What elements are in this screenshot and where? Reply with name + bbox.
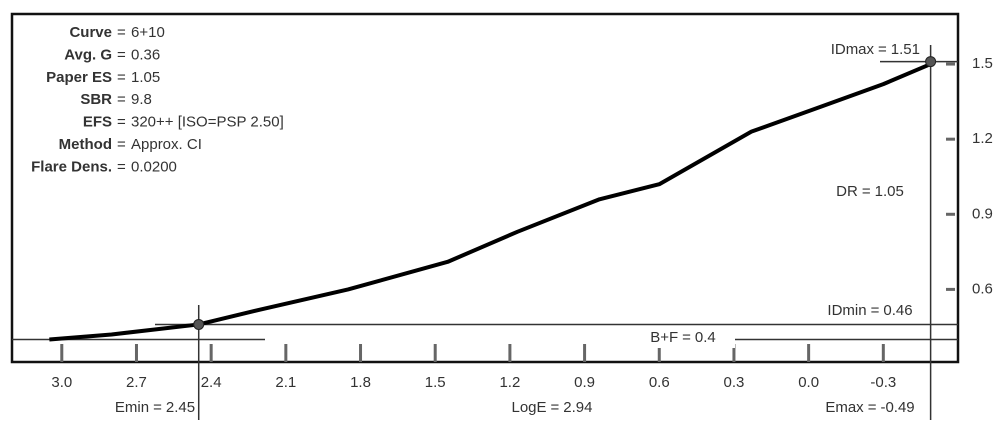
annotation: IDmin = 0.46 bbox=[827, 302, 912, 319]
plot-frame bbox=[10, 12, 960, 364]
stat-value: 320++ [ISO=PSP 2.50] bbox=[131, 114, 284, 131]
x-tick-label: 0.3 bbox=[724, 374, 745, 391]
separator: = bbox=[682, 329, 691, 346]
annotation-value: 2.45 bbox=[166, 399, 195, 416]
annotation-label: DR bbox=[836, 183, 858, 200]
x-tick-label: 1.2 bbox=[499, 374, 520, 391]
stat-value: 6+10 bbox=[131, 24, 165, 41]
annotation-label: Emin bbox=[115, 399, 149, 416]
stat-value: 1.05 bbox=[131, 69, 160, 86]
x-tick-label: 2.4 bbox=[201, 374, 222, 391]
x-tick-label: 0.9 bbox=[574, 374, 595, 391]
annotation-label: LogE bbox=[511, 399, 546, 416]
stat-label: Flare Dens. bbox=[31, 158, 112, 175]
separator: = bbox=[551, 399, 560, 416]
separator: = bbox=[117, 91, 126, 108]
separator: = bbox=[862, 183, 871, 200]
separator: = bbox=[117, 69, 126, 86]
annotation: DR = 1.05 bbox=[836, 183, 904, 200]
stat-value: 0.0200 bbox=[131, 158, 177, 175]
marker bbox=[193, 318, 205, 330]
x-tick-label: 1.5 bbox=[425, 374, 446, 391]
annotation-value: 1.51 bbox=[891, 41, 920, 58]
x-tick-label: 0.6 bbox=[649, 374, 670, 391]
stat-label: Method bbox=[59, 136, 112, 153]
y-tick-label: 1.5 bbox=[972, 55, 993, 72]
separator: = bbox=[117, 24, 126, 41]
annotation-label: Emax bbox=[825, 399, 864, 416]
separator: = bbox=[117, 46, 126, 63]
stat-value: Approx. CI bbox=[131, 136, 202, 153]
stat-label: SBR bbox=[80, 91, 112, 108]
separator: = bbox=[117, 114, 126, 131]
annotation-label: IDmin bbox=[827, 302, 866, 319]
annotation: IDmax = 1.51 bbox=[831, 41, 920, 58]
stat-label: EFS bbox=[83, 114, 112, 131]
annotation-label: IDmax bbox=[831, 41, 875, 58]
separator: = bbox=[153, 399, 162, 416]
stat-value: 0.36 bbox=[131, 46, 160, 63]
separator: = bbox=[117, 136, 126, 153]
label-bg bbox=[630, 328, 735, 348]
annotation-value: 2.94 bbox=[563, 399, 592, 416]
x-tick-label: 0.0 bbox=[798, 374, 819, 391]
stat-label: Curve bbox=[69, 24, 112, 41]
annotation: Emax = -0.49 bbox=[825, 399, 914, 416]
annotation: Emin = 2.45 bbox=[115, 399, 195, 416]
stat-label: Paper ES bbox=[46, 69, 112, 86]
stat-value: 9.8 bbox=[131, 91, 152, 108]
stat-label: Avg. G bbox=[64, 46, 112, 63]
annotation-value: 0.46 bbox=[883, 302, 912, 319]
y-tick-label: 1.2 bbox=[972, 130, 993, 147]
separator: = bbox=[878, 41, 887, 58]
x-tick-label: 2.7 bbox=[126, 374, 147, 391]
y-tick-label: 0.9 bbox=[972, 205, 993, 222]
y-tick-label: 0.6 bbox=[972, 280, 993, 297]
marker bbox=[925, 56, 937, 68]
separator: = bbox=[117, 158, 126, 175]
annotation: B+F = 0.4 bbox=[650, 329, 716, 346]
annotation-value: -0.49 bbox=[880, 399, 914, 416]
annotation-value: 1.05 bbox=[875, 183, 904, 200]
annotation-label: B+F bbox=[650, 329, 678, 346]
annotation-value: 0.4 bbox=[695, 329, 716, 346]
x-tick-label: 1.8 bbox=[350, 374, 371, 391]
x-tick-label: 2.1 bbox=[275, 374, 296, 391]
x-tick-label: -0.3 bbox=[870, 374, 896, 391]
annotation: LogE = 2.94 bbox=[511, 399, 592, 416]
separator: = bbox=[871, 302, 880, 319]
x-tick-label: 3.0 bbox=[51, 374, 72, 391]
separator: = bbox=[868, 399, 877, 416]
